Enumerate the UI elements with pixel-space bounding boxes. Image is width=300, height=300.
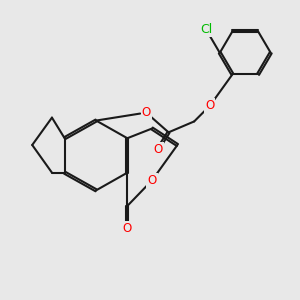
- Text: O: O: [142, 106, 151, 119]
- Text: O: O: [147, 174, 157, 187]
- Text: O: O: [153, 142, 163, 156]
- Text: O: O: [123, 222, 132, 235]
- Text: O: O: [205, 99, 214, 112]
- Text: Cl: Cl: [200, 23, 212, 36]
